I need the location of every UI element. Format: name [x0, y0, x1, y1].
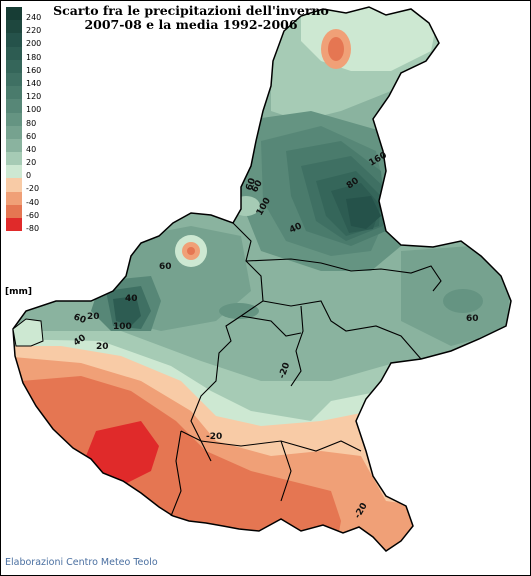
legend-swatch [6, 218, 22, 232]
legend-swatch [6, 7, 22, 21]
legend-label: 200 [26, 39, 42, 49]
legend-item: 200 [6, 33, 66, 49]
unit-label: [mm] [5, 287, 32, 297]
legend-label: -80 [26, 224, 40, 233]
legend-item: 220 [6, 20, 66, 36]
legend-item: 0 [6, 165, 66, 181]
contour-label: 60 [72, 312, 87, 326]
legend-label: 80 [26, 118, 37, 128]
contour-label: 100 [113, 322, 132, 332]
title-line-2: 2007-08 e la media 1992-2006 [84, 17, 298, 32]
legend-item: -80 [6, 218, 66, 233]
contour-label: 40 [288, 221, 304, 235]
legend-item: -20 [6, 178, 66, 194]
lake-garda [12, 318, 44, 347]
legend-item: -40 [6, 191, 66, 207]
legend-item: 240 [6, 7, 66, 22]
province-boundaries [170, 222, 442, 517]
legend-label: -60 [26, 210, 40, 220]
legend-item: 100 [6, 99, 66, 115]
legend-swatch [6, 33, 22, 47]
legend-swatch [6, 86, 22, 100]
contour-label: 40 [125, 294, 138, 304]
legend-swatch [6, 99, 22, 113]
legend-swatch [6, 165, 22, 179]
contour-label: 20 [87, 312, 100, 322]
contour-label: 60 [159, 262, 172, 272]
legend-label: -40 [26, 197, 40, 207]
contour-label: 60 [466, 314, 479, 324]
legend-swatch [6, 125, 22, 139]
contour-label: 60 [244, 177, 258, 192]
contour-label: 20 [96, 342, 109, 352]
credit-text: Elaborazioni Centro Meteo Teolo [5, 557, 158, 568]
title-line-1: Scarto fra le precipitazioni dell'invern… [53, 3, 329, 18]
legend-swatch [6, 204, 22, 218]
legend-item: 80 [6, 112, 66, 128]
legend-item: 180 [6, 46, 66, 62]
legend-swatch [6, 20, 22, 34]
legend-item: 20 [6, 152, 66, 168]
legend-item: 140 [6, 72, 66, 88]
legend-label: 60 [26, 131, 37, 141]
legend-swatch [6, 112, 22, 126]
legend-swatch [6, 138, 22, 153]
legend-item: 60 [6, 125, 66, 141]
legend-label: 240 [26, 13, 42, 22]
legend-label: 140 [26, 78, 42, 88]
legend-item: -60 [6, 204, 66, 220]
legend-label: 160 [26, 65, 42, 75]
legend-label: 0 [26, 171, 32, 181]
legend-swatch [6, 191, 22, 205]
legend-label: 100 [26, 105, 42, 115]
legend-item: 160 [6, 59, 66, 75]
legend-swatch [6, 46, 22, 60]
legend-label: 220 [26, 26, 42, 36]
legend-label: 40 [26, 144, 37, 154]
map-title: Scarto fra le precipitazioni dell'invern… [41, 4, 341, 32]
legend-label: -20 [26, 184, 40, 194]
legend: 240 220 200 180 160 140 120 100 80 60 40 20 0 -20 -40-… [6, 7, 66, 233]
legend-label: 180 [26, 52, 42, 62]
legend-label: 20 [26, 158, 37, 168]
legend-item: 40 [6, 138, 66, 154]
legend-swatch [6, 178, 22, 192]
contour-label: -20 [206, 432, 222, 442]
legend-label: 120 [26, 92, 42, 102]
legend-swatch [6, 152, 22, 166]
legend-swatch [6, 72, 22, 87]
legend-item: 120 [6, 86, 66, 102]
legend-swatch [6, 59, 22, 73]
